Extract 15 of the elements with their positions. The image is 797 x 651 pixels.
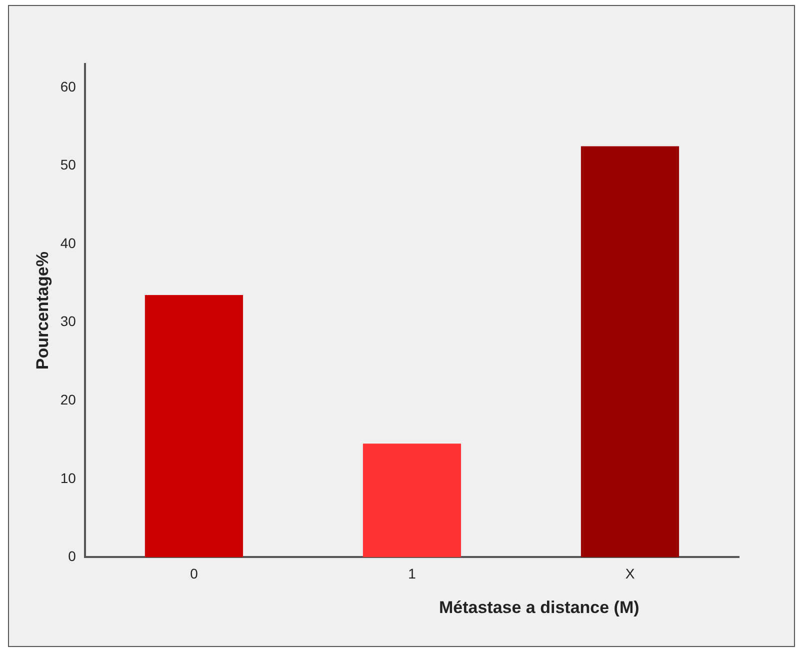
y-tick-label: 60: [60, 78, 76, 94]
y-tick-label: 40: [60, 234, 76, 251]
y-tick-label: 0: [68, 548, 76, 564]
x-tick-label: 1: [408, 565, 416, 582]
bar: [362, 444, 462, 558]
y-tick-label: 50: [60, 156, 76, 173]
y-axis-title: Pourcentage%: [32, 252, 52, 370]
x-tick-label: 0: [190, 565, 198, 582]
y-tick-label: 30: [60, 313, 76, 330]
bar: [144, 294, 244, 558]
x-axis-title: Métastase a distance (M): [439, 598, 640, 618]
x-tick-label: X: [625, 565, 636, 582]
bar: [580, 146, 680, 558]
y-tick-label: 10: [60, 470, 76, 486]
y-tick-label: 20: [60, 391, 76, 408]
